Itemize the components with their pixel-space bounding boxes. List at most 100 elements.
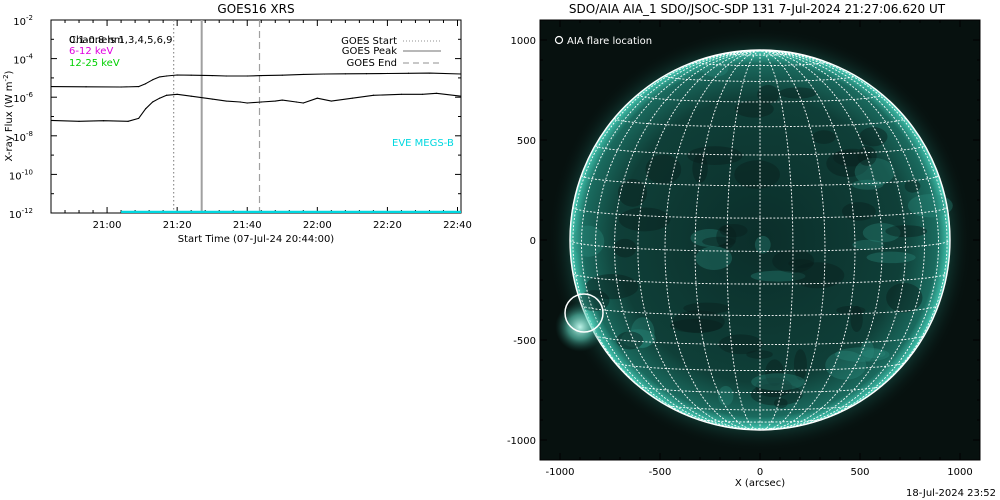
xrs-data-point (211, 98, 213, 100)
surface-patch (621, 329, 656, 348)
surface-patch (861, 349, 886, 359)
longitude-line (581, 49, 761, 427)
y-tick-exponent: -10 (22, 168, 33, 176)
xrs-event-lines (173, 20, 261, 213)
surface-patch (835, 347, 890, 362)
y-tick-mantissa: 10 (13, 17, 26, 28)
xrs-data-point (225, 100, 227, 102)
surface-patch (841, 202, 876, 221)
surface-patch (750, 270, 806, 282)
xrs-data-point (190, 74, 192, 76)
surface-patch (788, 259, 814, 268)
xrs-legend: GOES Start GOES Peak GOES End (341, 36, 441, 69)
xrs-data-point (372, 94, 374, 96)
xrs-data-point (428, 72, 431, 74)
surface-patch (907, 193, 953, 218)
surface-patch (734, 100, 774, 118)
xrs-data-point (85, 86, 87, 88)
channel-label-mid: 6-12 keV (69, 46, 113, 57)
y-tick-mantissa: 10 (13, 133, 26, 144)
surface-patch (750, 383, 803, 406)
x-tick-label: 21:20 (163, 220, 192, 231)
longitude-line (726, 49, 761, 431)
x-tick-label: 22:00 (303, 220, 332, 231)
channel-label-low: Channels 1,3,4,5,6,9 (69, 35, 173, 46)
surface-patch (616, 331, 644, 350)
xrs-data-point (386, 72, 389, 75)
xrs-data-point (260, 74, 262, 77)
longitude-line (595, 49, 761, 429)
xrs-data-point (302, 102, 304, 104)
aia-y-tick-label: -1000 (507, 436, 536, 447)
surface-patch (757, 84, 780, 104)
generation-timestamp: 18-Jul-2024 23:52 (905, 488, 996, 499)
surface-patch (645, 154, 682, 185)
surface-patch (793, 349, 807, 381)
latitude-line (595, 145, 925, 156)
xrs-data-point (435, 92, 438, 94)
longitude-line (759, 49, 883, 430)
xrs-data-point (323, 73, 325, 75)
aia-axis-ticks: -1000 -500 0 500 1000 1000 500 0 -500 -1000 (507, 19, 981, 478)
surface-patch (716, 225, 737, 249)
longitude-line (759, 49, 948, 419)
aia-x-tick-label: 500 (850, 467, 869, 478)
y-tick-label: 10-12 (9, 207, 33, 221)
y-tick-label: 10-10 (9, 168, 33, 182)
aia-title: SDO/AIA AIA_1 SDO/JSOC-SDP 131 7-Jul-202… (569, 2, 946, 16)
xrs-data-point (295, 101, 297, 103)
xrs-data-point (421, 93, 424, 95)
xrs-axis-ticks: 21:00 21:20 21:40 22:00 22:20 22:4010-1210-10… (9, 14, 472, 231)
latitude-line (696, 418, 824, 423)
surface-patch (719, 224, 748, 238)
surface-patch (825, 350, 867, 380)
surface-patch (859, 127, 888, 147)
aia-x-tick-label: -500 (649, 467, 672, 478)
channel-label-low-overlay: 0.1-0.8 nm (69, 35, 124, 46)
channel-label-high: 12-25 keV (69, 58, 120, 69)
x-tick-label: 22:40 (443, 220, 472, 231)
xrs-data-point (102, 120, 105, 122)
eve-annotation: EVE MEGS-B (392, 138, 454, 149)
surface-patch (746, 350, 773, 359)
xrs-data-point (246, 75, 248, 77)
xrs-data-point (365, 73, 367, 75)
xrs-data-point (407, 72, 410, 74)
legend-flare-marker-icon (554, 35, 564, 45)
y-tick-exponent: -12 (22, 207, 33, 215)
xrs-data-point (460, 95, 461, 97)
aia-x-tick-label: -1000 (545, 467, 574, 478)
longitude-line (637, 49, 761, 430)
surface-patch (692, 153, 708, 183)
flare-brightening (555, 302, 605, 352)
y-tick-exponent: -8 (26, 130, 33, 138)
surface-patch (826, 150, 870, 178)
y-tick-mantissa: 10 (9, 171, 22, 182)
xrs-data-point (176, 74, 178, 76)
goes-xrs-plot: GOES16 XRS 21:00 21:20 21:40 22:00 22:20 22:4… (2, 2, 472, 245)
xrs-data-point (211, 74, 213, 77)
xrs-ylabel-main: X-ray Flux (W m (4, 81, 15, 161)
xrs-data-point (225, 75, 227, 77)
xrs-data-point (78, 120, 80, 122)
xrs-data-point (138, 85, 140, 88)
xrs-data-point (330, 100, 332, 102)
surface-patch (687, 146, 743, 165)
xrs-data-point (159, 97, 161, 99)
aia-x-tick-label: 0 (757, 467, 763, 478)
solar-limb (569, 49, 951, 431)
surface-patch (618, 207, 671, 232)
surface-patch (886, 282, 923, 313)
surface-patch (718, 385, 734, 406)
surface-patch (765, 359, 784, 386)
aia-y-tick-label: 0 (530, 236, 536, 247)
xrs-data-point (145, 83, 147, 85)
surface-patch (695, 246, 733, 271)
xrs-data-point (344, 73, 346, 75)
aia-y-tick-label: -500 (513, 336, 536, 347)
surface-patch (751, 373, 805, 391)
surface-patch (866, 251, 916, 264)
longitude-line (664, 49, 761, 431)
xrs-data-point (460, 73, 461, 75)
xrs-data-point (51, 119, 52, 121)
